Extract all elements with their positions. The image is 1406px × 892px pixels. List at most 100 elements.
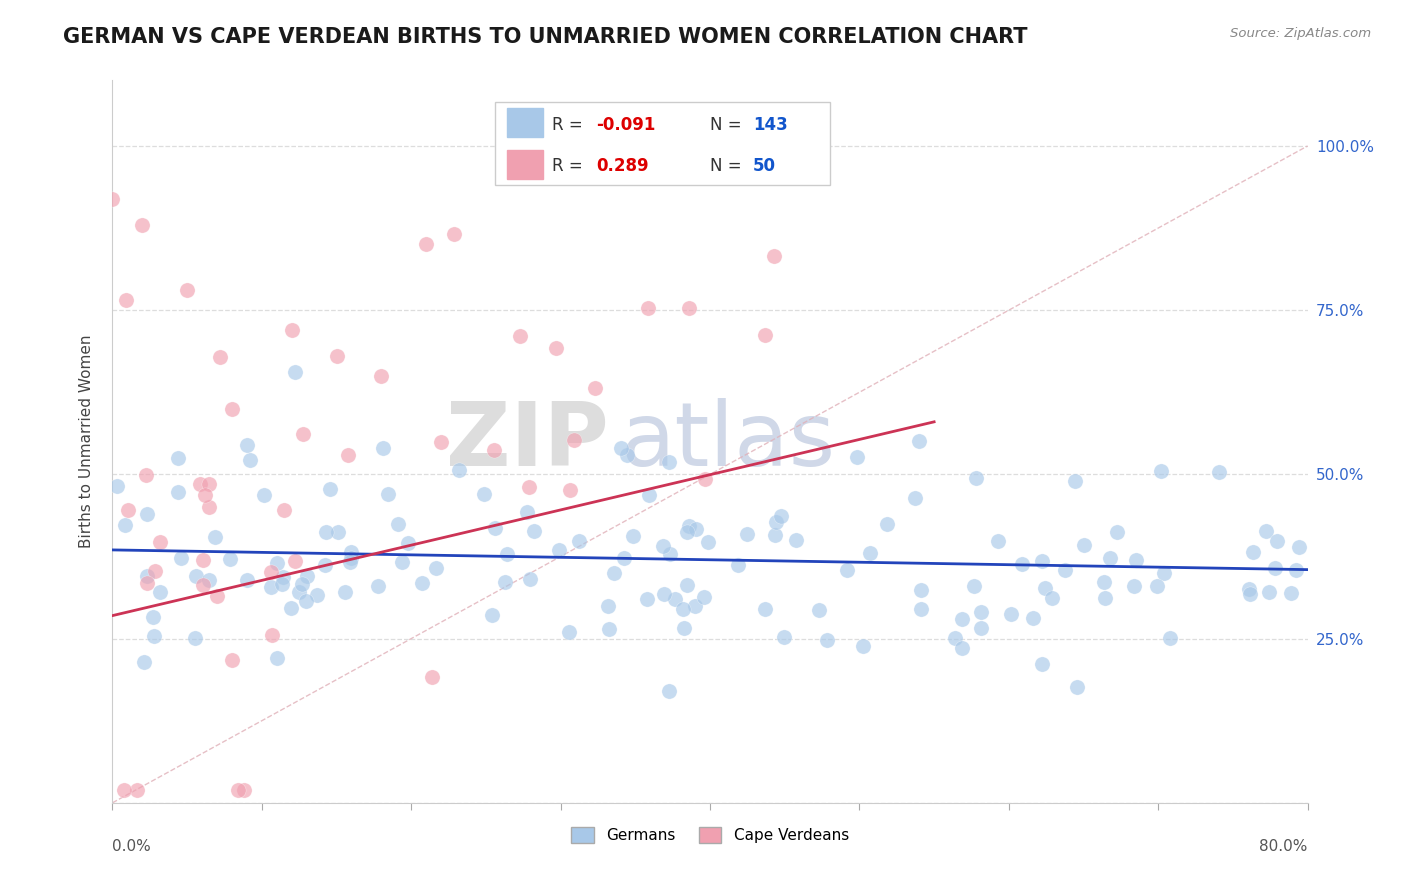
Point bbox=[610, 441, 633, 455]
Point bbox=[284, 365, 307, 379]
Point bbox=[558, 483, 581, 497]
Point bbox=[727, 558, 749, 573]
Point bbox=[1094, 591, 1116, 605]
Point bbox=[197, 500, 219, 515]
Point bbox=[1000, 607, 1022, 621]
Point bbox=[169, 551, 191, 566]
Point bbox=[290, 577, 312, 591]
Point bbox=[636, 592, 658, 607]
Point bbox=[1150, 464, 1173, 478]
Point bbox=[1011, 558, 1033, 572]
Point bbox=[1053, 563, 1076, 577]
Point bbox=[260, 580, 283, 594]
Point bbox=[198, 573, 221, 587]
Point bbox=[367, 579, 389, 593]
Point bbox=[132, 655, 155, 669]
Point bbox=[523, 524, 546, 538]
Point bbox=[136, 569, 159, 583]
Point bbox=[340, 550, 363, 565]
Point bbox=[1258, 585, 1281, 599]
Point bbox=[770, 508, 793, 523]
Point bbox=[260, 566, 283, 580]
Point bbox=[136, 507, 159, 521]
Point bbox=[658, 684, 681, 698]
Point bbox=[516, 505, 538, 519]
Point bbox=[112, 782, 135, 797]
Point bbox=[314, 558, 336, 572]
Text: 0.289: 0.289 bbox=[596, 157, 650, 176]
Point bbox=[950, 641, 973, 656]
Point bbox=[221, 653, 243, 667]
Point bbox=[1265, 533, 1288, 548]
Point bbox=[167, 485, 190, 500]
Text: R =: R = bbox=[553, 116, 588, 134]
Point bbox=[481, 608, 503, 623]
Point bbox=[616, 448, 638, 462]
Point bbox=[657, 455, 679, 469]
Point bbox=[672, 602, 695, 616]
Point bbox=[943, 632, 966, 646]
Point bbox=[209, 350, 232, 364]
Point bbox=[176, 284, 198, 298]
Point bbox=[340, 545, 363, 559]
Point bbox=[676, 578, 699, 592]
Point bbox=[1031, 554, 1053, 568]
Point bbox=[396, 536, 419, 550]
Point bbox=[1208, 465, 1230, 479]
Point bbox=[754, 328, 776, 343]
Point bbox=[391, 555, 413, 569]
Point bbox=[387, 517, 409, 532]
Point bbox=[517, 480, 540, 494]
Point bbox=[1073, 538, 1095, 552]
Text: R =: R = bbox=[553, 157, 588, 176]
Point bbox=[603, 126, 626, 140]
Point bbox=[114, 518, 136, 533]
Point bbox=[519, 572, 541, 586]
Text: 50: 50 bbox=[754, 157, 776, 176]
Point bbox=[638, 488, 661, 502]
Point bbox=[685, 522, 707, 536]
Point bbox=[281, 323, 304, 337]
Point bbox=[1239, 587, 1261, 601]
Point bbox=[198, 476, 221, 491]
Point bbox=[808, 603, 831, 617]
Text: 0.0%: 0.0% bbox=[112, 838, 152, 854]
Point bbox=[114, 293, 136, 308]
Point bbox=[127, 782, 149, 797]
Point bbox=[205, 589, 228, 603]
Point bbox=[986, 533, 1008, 548]
Text: N =: N = bbox=[710, 116, 747, 134]
Point bbox=[291, 427, 314, 442]
Point bbox=[785, 533, 807, 548]
Point bbox=[908, 434, 931, 449]
Point bbox=[315, 524, 337, 539]
Y-axis label: Births to Unmarried Women: Births to Unmarried Women bbox=[79, 334, 94, 549]
Text: ZIP: ZIP bbox=[446, 398, 609, 485]
Point bbox=[288, 584, 311, 599]
Point bbox=[678, 301, 700, 315]
Point bbox=[695, 472, 717, 486]
Point bbox=[449, 463, 471, 477]
Point bbox=[652, 587, 675, 601]
Point bbox=[280, 601, 302, 615]
Point bbox=[194, 488, 217, 502]
Text: 143: 143 bbox=[754, 116, 787, 134]
Text: N =: N = bbox=[710, 157, 747, 176]
Point bbox=[370, 368, 392, 383]
Point bbox=[422, 670, 444, 684]
Point bbox=[236, 438, 259, 452]
Point bbox=[1107, 524, 1129, 539]
Point bbox=[637, 301, 659, 316]
Point bbox=[136, 576, 159, 591]
Point bbox=[1288, 540, 1310, 554]
Point bbox=[117, 503, 139, 517]
Legend: Germans, Cape Verdeans: Germans, Cape Verdeans bbox=[565, 822, 855, 849]
Point bbox=[613, 550, 636, 565]
Point bbox=[193, 578, 215, 592]
Point bbox=[1153, 566, 1175, 580]
Point bbox=[101, 192, 124, 206]
Point bbox=[149, 585, 172, 599]
Point bbox=[596, 599, 619, 614]
Point bbox=[1033, 582, 1056, 596]
Point bbox=[271, 569, 294, 583]
